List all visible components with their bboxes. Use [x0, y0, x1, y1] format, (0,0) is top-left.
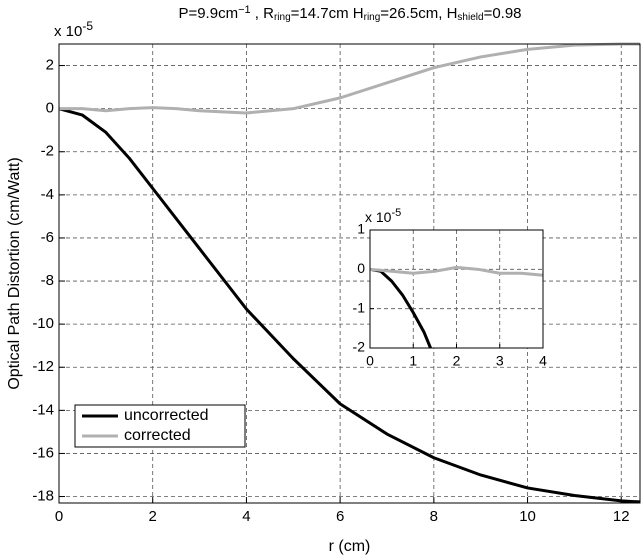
x-tick-label: 4 — [539, 353, 547, 369]
x-tick-label: 0 — [366, 353, 374, 369]
y-tick-label: -10 — [32, 315, 54, 332]
title-part: , R — [251, 5, 275, 22]
y-tick-label: -6 — [41, 229, 54, 246]
x-axis-label: r (cm) — [329, 538, 371, 555]
y-tick-label: -2 — [41, 143, 54, 160]
x-tick-label: 0 — [55, 508, 63, 525]
title-part: ring — [274, 12, 291, 23]
title-part: −1 — [238, 4, 251, 16]
x-tick-label: 6 — [336, 508, 344, 525]
series-line — [59, 42, 640, 115]
x-tick-label: 3 — [496, 353, 504, 369]
y-tick-label: -14 — [32, 401, 54, 418]
y-tick-label: -8 — [41, 272, 54, 289]
plot-frame — [369, 229, 544, 349]
x-tick-label: 4 — [242, 508, 250, 525]
y-axis-label: Optical Path Distortion (cm/Watt) — [6, 157, 23, 389]
x-tick-label: 12 — [613, 508, 630, 525]
axis-exponent: x 10-5 — [365, 207, 401, 225]
legend-label: uncorrected — [124, 407, 209, 424]
title-part: =0.98 — [484, 5, 522, 22]
y-tick-label: 0 — [46, 100, 54, 117]
y-tick-label: -4 — [41, 186, 54, 203]
x-tick-label: 2 — [453, 353, 461, 369]
y-tick-label: 1 — [357, 221, 365, 237]
legend-box — [74, 404, 246, 448]
title-part: =14.7cm H — [291, 5, 364, 22]
y-tick-label: 2 — [46, 57, 54, 74]
chart-title: P=9.9cm−1 , Rring=14.7cm Hring=26.5cm, H… — [178, 4, 521, 24]
title-part: P=9.9cm — [178, 5, 238, 22]
y-tick-label: -18 — [32, 488, 54, 505]
y-tick-label: -1 — [353, 299, 366, 315]
exponent-base: x 10 — [365, 209, 392, 225]
plot-frame — [58, 43, 641, 504]
title-part: ring — [364, 12, 381, 23]
exponent-power: -5 — [82, 19, 93, 33]
legend-label: corrected — [124, 427, 191, 444]
exponent-power: -5 — [391, 207, 401, 219]
x-tick-label: 10 — [519, 508, 536, 525]
y-tick-label: -2 — [353, 339, 366, 355]
x-tick-label: 8 — [430, 508, 438, 525]
title-part: =26.5cm, H — [380, 5, 457, 22]
y-tick-label: -16 — [32, 444, 54, 461]
y-tick-label: -12 — [32, 358, 54, 375]
series-line — [58, 107, 641, 504]
x-tick-label: 2 — [149, 508, 157, 525]
exponent-base: x 10 — [54, 23, 82, 40]
y-tick-label: 0 — [357, 260, 365, 276]
x-tick-label: 1 — [409, 353, 417, 369]
title-part: shield — [457, 12, 483, 23]
series-line — [369, 265, 544, 277]
axis-exponent: x 10-5 — [54, 19, 93, 40]
